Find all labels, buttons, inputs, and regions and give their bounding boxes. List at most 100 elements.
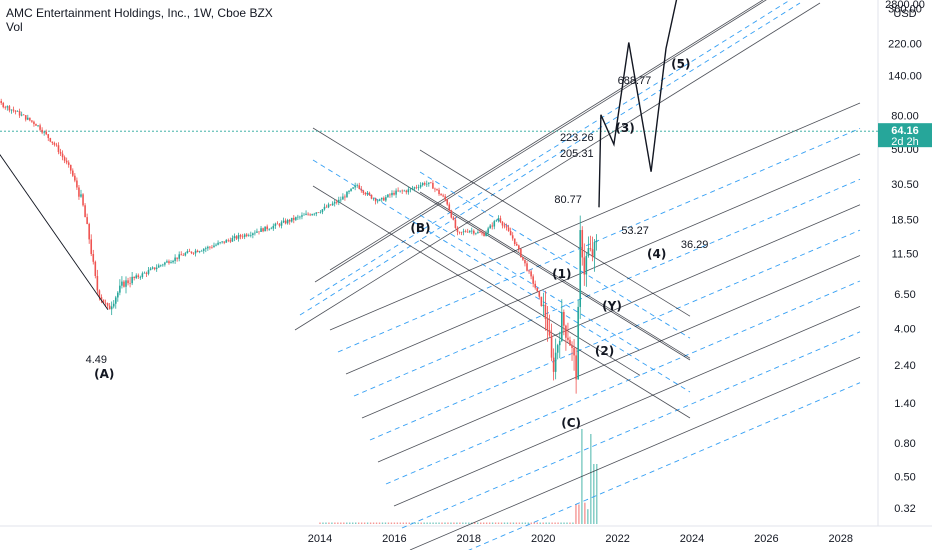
volume-bar [337, 522, 339, 524]
candle-body [123, 281, 125, 287]
candle [139, 275, 142, 280]
candle [43, 130, 45, 136]
candle-body [540, 296, 543, 307]
candle [477, 230, 479, 234]
rising-channel-line [329, 102, 861, 331]
candle-body [57, 145, 60, 152]
wave-label-y[interactable]: (Y) [602, 299, 622, 313]
volume-bar [536, 522, 538, 524]
candle [430, 181, 432, 184]
candle-body [258, 231, 260, 233]
candle [515, 241, 518, 247]
candle-body [425, 183, 428, 185]
volume-bar [560, 522, 562, 524]
volume-indicator-label[interactable]: Vol [6, 20, 23, 34]
candle [92, 249, 95, 265]
candle-body [61, 153, 64, 158]
candle [155, 264, 158, 272]
candle [554, 338, 557, 380]
volume-bar [506, 522, 509, 524]
candle [174, 254, 176, 264]
candle-body [464, 231, 467, 232]
candle-body [399, 190, 401, 192]
price-annotation-36-29: 36.29 [681, 239, 709, 251]
wave-label-4[interactable]: (4) [647, 247, 666, 261]
candle [530, 269, 532, 280]
candle [100, 294, 103, 304]
candle-body [219, 242, 221, 243]
volume-bar [590, 434, 592, 524]
candle-body [452, 217, 455, 220]
candle-body [556, 345, 559, 353]
time-tick-label: 2020 [531, 533, 555, 545]
candle-body [450, 210, 453, 218]
candle [233, 233, 236, 242]
candle-body [288, 219, 291, 222]
price-tick-label: 80.00 [891, 110, 919, 122]
candle-body [290, 217, 293, 222]
candle-body [194, 250, 197, 254]
candle [276, 221, 279, 225]
rising-channel-line [393, 306, 861, 507]
wave-label-b[interactable]: (B) [410, 221, 430, 235]
candle [290, 217, 293, 223]
candle-body [454, 219, 457, 228]
candle [323, 203, 326, 211]
volume-bar [381, 522, 384, 524]
candle-body [188, 251, 191, 252]
volume-bar [480, 522, 482, 524]
candle-body [538, 291, 541, 297]
last-price-badge[interactable] [878, 123, 932, 148]
candle [591, 236, 594, 262]
candle-body [567, 337, 569, 340]
candle-body [387, 194, 389, 198]
volume-bar [563, 522, 565, 524]
candle [147, 266, 150, 276]
candle-body [45, 131, 48, 135]
price-tick-label: 0.50 [894, 471, 915, 483]
wave-label-5[interactable]: (5) [671, 57, 690, 71]
volume-bar [485, 522, 488, 524]
candle [558, 331, 561, 359]
candle [41, 127, 43, 135]
candle-body [348, 190, 350, 192]
candle [573, 339, 575, 371]
currency-label[interactable]: USD [893, 8, 916, 20]
candle [340, 196, 342, 203]
candle [288, 218, 291, 225]
candle-body [364, 192, 367, 195]
wave-label-1[interactable]: (1) [552, 267, 571, 281]
rising-channel-line [456, 382, 861, 555]
wave-label-c[interactable]: (C) [561, 416, 581, 430]
candle [299, 215, 301, 220]
volume-bar [450, 522, 452, 524]
candle [262, 227, 264, 233]
candle [84, 203, 86, 218]
wave-label-3[interactable]: (3) [615, 121, 634, 135]
candle-body [31, 120, 33, 122]
wave-label-a[interactable]: (A) [94, 367, 114, 381]
falling-channel-line [419, 214, 641, 351]
volume-bar [512, 522, 515, 524]
volume-bar [569, 522, 571, 524]
candle-body [550, 335, 553, 358]
candle [473, 229, 475, 236]
price-tick-label: 220.00 [888, 39, 922, 51]
candle-body [497, 218, 500, 221]
symbol-title[interactable]: AMC Entertainment Holdings, Inc., 1W, Cb… [6, 6, 273, 20]
candle-body [301, 215, 303, 217]
candle-body [466, 231, 469, 233]
candle-body [593, 242, 596, 257]
candle [268, 228, 271, 231]
wave-label-2[interactable]: (2) [595, 344, 614, 358]
volume-bar [456, 522, 458, 524]
price-annotation-205-31: 205.31 [560, 148, 594, 160]
candle-body [415, 187, 418, 188]
falling-channel-line [419, 149, 691, 317]
volume-bar [593, 464, 595, 524]
candle-body [280, 222, 283, 226]
candle [403, 189, 406, 192]
candle [368, 191, 371, 196]
